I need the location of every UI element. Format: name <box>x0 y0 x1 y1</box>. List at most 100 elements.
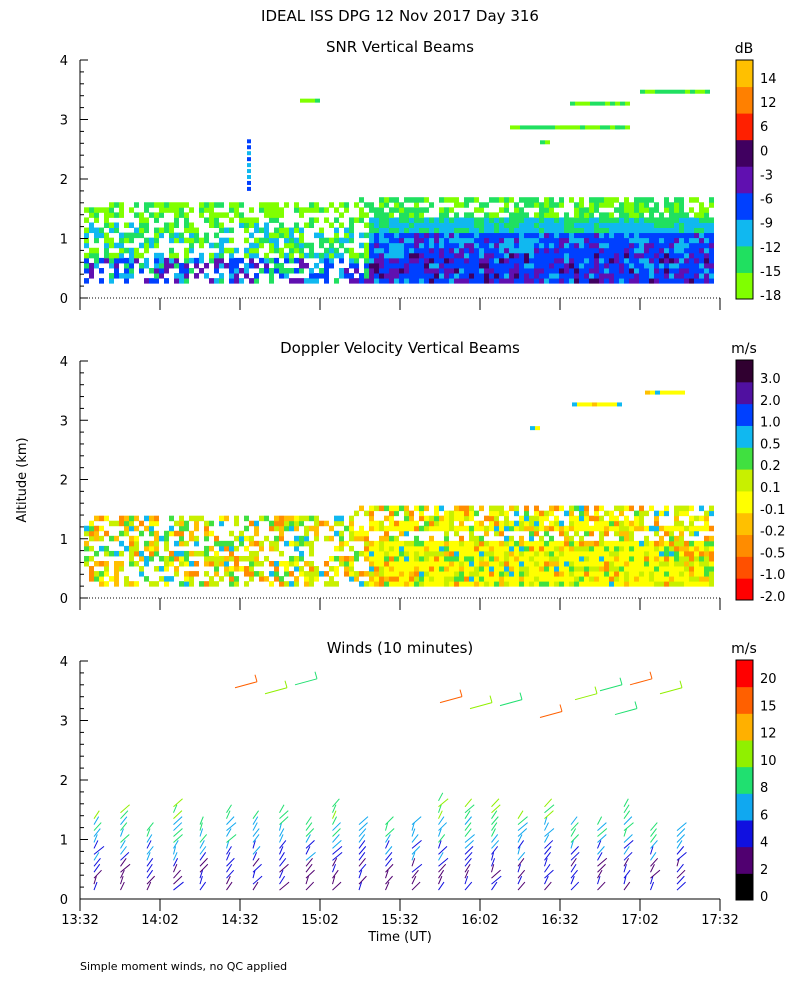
snr-cell <box>664 257 669 264</box>
snr-cell <box>589 222 594 228</box>
velocity-cell <box>579 510 584 517</box>
snr-cell <box>129 257 134 264</box>
snr-cell <box>550 125 555 130</box>
velocity-cell <box>259 515 264 522</box>
velocity-cell <box>304 535 309 542</box>
snr-cell <box>664 262 669 269</box>
snr-cell <box>664 217 669 223</box>
velocity-cell <box>399 561 404 567</box>
snr-cell <box>534 273 539 279</box>
snr-cell <box>154 278 159 284</box>
snr-cell <box>499 232 504 239</box>
snr-cell <box>699 232 704 239</box>
velocity-cell <box>119 566 124 572</box>
velocity-cell <box>599 540 604 547</box>
wind-barb <box>464 840 474 849</box>
velocity-cell <box>179 540 184 547</box>
snr-cell <box>534 268 539 274</box>
snr-cell <box>529 227 534 234</box>
snr-cell <box>544 278 549 284</box>
velocity-cell <box>479 561 484 567</box>
wind-barb <box>597 852 603 861</box>
velocity-cell <box>369 581 374 587</box>
velocity-cell <box>239 566 244 572</box>
velocity-cell <box>479 540 484 547</box>
snr-cell <box>649 257 654 264</box>
snr-cell <box>524 202 529 208</box>
wind-barb <box>332 822 341 831</box>
velocity-cell <box>104 515 109 522</box>
wind-barb <box>570 851 580 861</box>
velocity-cell <box>634 515 639 522</box>
wind-barb <box>93 852 100 861</box>
snr-cell <box>309 247 314 254</box>
snr-cell <box>264 257 269 264</box>
snr-cell <box>584 207 589 213</box>
velocity-cell <box>604 520 609 527</box>
snr-cell <box>247 157 251 162</box>
wind-barb <box>332 864 336 873</box>
wind-barb <box>385 863 394 873</box>
snr-cell <box>89 273 94 279</box>
snr-cell <box>554 232 559 239</box>
snr-cell <box>584 257 589 264</box>
wind-barb <box>623 846 630 855</box>
velocity-cell <box>174 540 179 547</box>
snr-cell <box>399 252 404 259</box>
snr-cell <box>589 197 594 203</box>
snr-cell <box>364 252 369 259</box>
velocity-cell <box>289 571 294 577</box>
snr-cell <box>519 257 524 264</box>
velocity-cell <box>589 530 594 537</box>
snr-cell <box>84 268 89 274</box>
velocity-cell <box>384 530 389 537</box>
wind-barb <box>199 834 208 843</box>
snr-cell <box>519 227 524 234</box>
snr-cell <box>560 125 565 130</box>
snr-cell <box>334 207 339 213</box>
snr-cell <box>399 232 404 239</box>
snr-cell <box>454 232 459 239</box>
velocity-cell <box>129 535 134 542</box>
snr-cell <box>574 278 579 284</box>
velocity-cell <box>424 540 429 547</box>
snr-cell <box>169 202 174 208</box>
snr-cell <box>194 227 199 234</box>
wind-barb <box>252 846 261 855</box>
velocity-cell <box>414 520 419 527</box>
snr-cell <box>284 273 289 279</box>
velocity-cell <box>234 545 239 552</box>
velocity-cell <box>394 555 399 562</box>
velocity-cell <box>404 576 409 582</box>
velocity-cell <box>614 571 619 577</box>
snr-cell <box>504 247 509 254</box>
wind-barb <box>199 870 204 879</box>
velocity-cell <box>389 566 394 572</box>
velocity-cell <box>669 571 674 577</box>
snr-cell <box>369 268 374 274</box>
snr-cell <box>499 217 504 223</box>
velocity-cell <box>324 535 329 542</box>
snr-cell <box>654 217 659 223</box>
snr-cell <box>439 227 444 234</box>
snr-cell <box>219 242 224 249</box>
velocity-cell <box>574 581 579 587</box>
wind-barb <box>120 846 127 855</box>
colorbar-label: 0.5 <box>760 437 781 452</box>
velocity-cell <box>544 571 549 577</box>
snr-cell <box>579 212 584 218</box>
snr-cell <box>459 232 464 239</box>
snr-cell <box>84 207 89 213</box>
velocity-cell <box>309 576 314 582</box>
snr-cell <box>264 227 269 234</box>
snr-cell <box>574 257 579 264</box>
velocity-cell <box>454 530 459 537</box>
velocity-cell <box>534 545 539 552</box>
snr-cell <box>124 273 129 279</box>
velocity-cell <box>144 545 149 552</box>
velocity-cell <box>674 505 679 512</box>
velocity-cell <box>434 576 439 582</box>
velocity-cell <box>669 540 674 547</box>
velocity-cell <box>439 550 444 557</box>
velocity-cell <box>129 581 134 587</box>
